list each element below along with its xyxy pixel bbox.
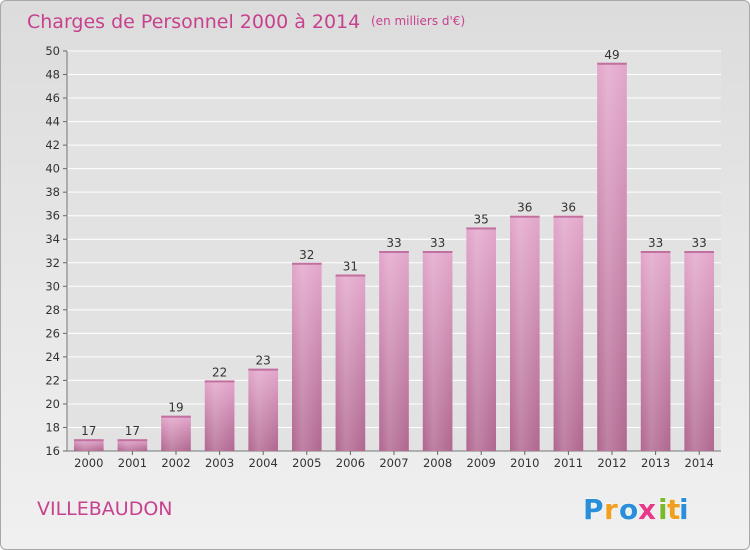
bar-shine [73,439,104,451]
bar-shine [291,262,322,451]
logo-letter: r [604,493,618,526]
data-label: 17 [125,424,140,438]
bar-shine [509,215,540,451]
bar-shine [379,251,409,451]
bar-shine [640,251,671,451]
x-tick-label: 2006 [336,456,365,470]
bar-top-edge [291,262,322,265]
data-label: 33 [648,236,663,250]
bar-top-edge [509,215,540,218]
bar-top-edge [204,380,235,383]
data-label: 31 [343,260,358,274]
logo-letter: i [679,493,689,526]
logo-letter: o [619,493,638,526]
y-tick-label: 30 [45,279,60,293]
bar-top-edge [422,251,453,253]
bar-top-edge [248,368,279,371]
bar-shine [684,251,715,451]
y-tick-label: 28 [45,303,60,317]
data-label: 49 [604,48,619,62]
bar-top-edge [73,439,104,442]
data-label: 33 [692,236,707,250]
data-label: 32 [299,248,314,262]
x-tick-label: 2012 [597,456,626,470]
x-tick-label: 2001 [118,456,147,470]
bar-shine [204,380,235,451]
x-tick-label: 2010 [510,456,539,470]
x-axis: 2000 2001 2002 2003 2004 2005 2006 2007 2008 2009… [74,451,714,470]
bar-top-edge [597,62,627,65]
logo-letter: i [658,493,668,526]
bar-top-edge [553,215,584,218]
data-label: 17 [81,424,96,438]
y-tick-label: 42 [45,138,60,152]
bar-top-edge [466,227,497,230]
data-label: 22 [212,365,227,379]
y-tick-label: 38 [45,185,60,199]
bars-layer: 17 17 19 22 23 32 31 33 33 35 36 36 49 33 33 [73,48,715,451]
data-label: 33 [386,236,401,250]
y-tick-label: 32 [45,256,60,270]
data-label: 36 [517,201,532,215]
bar-top-edge [684,251,715,253]
x-tick-label: 2000 [74,456,103,470]
x-tick-label: 2007 [379,456,408,470]
logo-letter: t [667,493,680,526]
x-tick-label: 2002 [161,456,190,470]
x-tick-label: 2014 [685,456,714,470]
y-tick-label: 46 [45,91,60,105]
place-name: VILLEBAUDON [37,498,173,520]
x-tick-label: 2013 [641,456,670,470]
logo-letter: P [583,493,604,526]
y-tick-label: 36 [45,209,60,223]
x-tick-label: 2003 [205,456,234,470]
bar-top-edge [335,274,366,277]
y-tick-label: 50 [45,44,60,58]
y-tick-label: 24 [45,350,60,364]
bar-shine [422,251,453,451]
y-tick-label: 22 [45,373,60,387]
bar-shine [597,62,627,451]
y-tick-label: 26 [45,326,60,340]
bar-shine [335,274,366,451]
y-tick-label: 48 [45,68,60,82]
y-tick-label: 44 [45,115,60,129]
chart-subtitle: (en milliers d'€) [371,14,465,28]
bar-shine [161,415,191,451]
bar-shine [248,368,279,451]
x-tick-label: 2009 [467,456,496,470]
data-label: 36 [561,201,576,215]
bar-top-edge [379,251,409,253]
bar-shine [553,215,584,451]
y-tick-label: 20 [45,397,60,411]
bar-top-edge [117,439,148,442]
chart-title: Charges de Personnel 2000 à 2014 [27,11,360,33]
y-tick-label: 16 [45,444,60,458]
y-tick-label: 40 [45,162,60,176]
data-label: 35 [474,212,489,226]
bar-shine [117,439,148,451]
x-tick-label: 2005 [292,456,321,470]
bar-top-edge [161,415,191,418]
logo-letter: x [638,493,656,526]
x-tick-label: 2011 [554,456,583,470]
y-tick-label: 18 [45,420,60,434]
x-tick-label: 2004 [249,456,278,470]
data-label: 19 [168,401,183,415]
x-tick-label: 2008 [423,456,452,470]
y-tick-label: 34 [45,232,60,246]
data-label: 23 [256,354,271,368]
bar-shine [466,227,497,451]
bar-top-edge [640,251,671,253]
data-label: 33 [430,236,445,250]
